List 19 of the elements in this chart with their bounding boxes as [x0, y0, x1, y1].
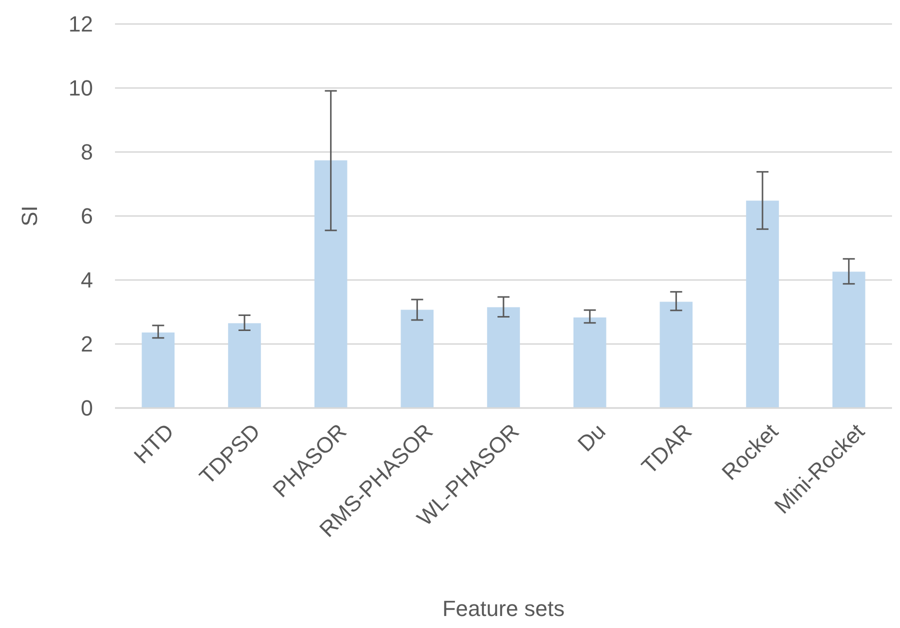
y-tick-label: 12 — [68, 12, 93, 37]
y-tick-label: 8 — [80, 140, 93, 165]
bar — [400, 310, 434, 408]
y-tick-label: 2 — [80, 332, 93, 357]
bar — [573, 317, 606, 408]
bar — [487, 307, 520, 408]
y-tick-label: 0 — [80, 396, 93, 421]
bar — [660, 302, 693, 408]
y-tick-label: 4 — [80, 268, 93, 293]
x-tick-label: Du — [572, 418, 610, 456]
bar — [832, 272, 866, 408]
x-axis-title: Feature sets — [442, 596, 565, 621]
bar — [228, 323, 261, 408]
bar — [314, 160, 348, 408]
y-tick-label: 10 — [68, 76, 93, 101]
bar — [746, 200, 779, 408]
bar — [142, 332, 175, 408]
y-axis-title: SI — [17, 206, 42, 226]
y-tick-label: 6 — [80, 204, 93, 229]
